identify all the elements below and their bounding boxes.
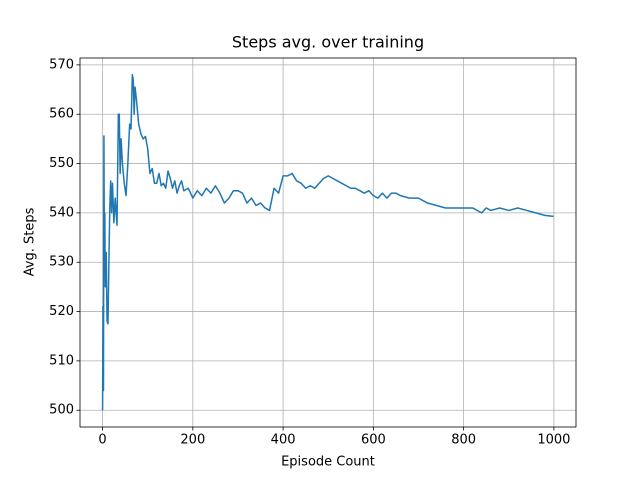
y-tick-label: 500 [49,403,74,418]
y-tick-label: 540 [49,205,74,220]
plot-frame [79,57,577,428]
x-axis-label: Episode Count [281,455,375,470]
y-tick-label: 510 [49,353,74,368]
x-tick-label: 800 [451,433,476,448]
y-tick-label: 570 [49,57,74,72]
data-line [101,74,554,411]
x-tick-label: 0 [98,433,106,448]
y-axis-label: Avg. Steps [23,207,38,276]
x-tick-label: 400 [271,433,296,448]
y-tick-label: 550 [49,156,74,171]
x-tick-label: 600 [361,433,386,448]
y-tick-label: 560 [49,107,74,122]
y-tick-label: 530 [49,255,74,270]
x-tick-label: 1000 [537,433,570,448]
x-tick-label: 200 [180,433,205,448]
chart-title: Steps avg. over training [232,33,424,52]
y-tick-label: 520 [49,304,74,319]
